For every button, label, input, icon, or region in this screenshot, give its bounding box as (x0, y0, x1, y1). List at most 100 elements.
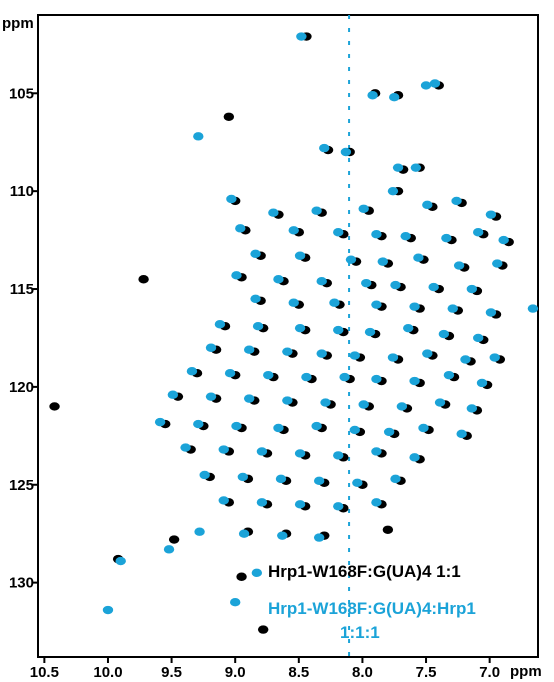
y-tick-label: 120 (9, 379, 34, 396)
peak-point (392, 163, 404, 172)
peak-point (485, 308, 497, 317)
peak-point (371, 447, 382, 456)
peak-point (168, 535, 180, 544)
peak-point (451, 196, 462, 206)
peak-point (316, 276, 327, 286)
x-tick-label: 10.5 (30, 664, 59, 681)
peak-point (102, 605, 114, 615)
peak-point (333, 325, 344, 335)
peak-point (358, 400, 369, 409)
x-tick-label: 8.0 (352, 664, 373, 681)
y-axis-ticks: 105 110 115 120 125 130 (9, 85, 38, 592)
peak-point (473, 333, 484, 343)
peak-point (230, 597, 241, 607)
peak-point (49, 402, 60, 411)
peak-point (311, 421, 322, 431)
peak-point (236, 572, 247, 581)
peak-point (383, 427, 395, 437)
peak-point (205, 392, 217, 401)
peak-point (453, 261, 465, 270)
peak-point (422, 200, 433, 210)
peak-point (294, 500, 306, 509)
peak-point (460, 355, 471, 364)
peak-point (377, 257, 388, 266)
legend-series-blue-ratio: 1:1:1 (340, 623, 380, 642)
peak-point (485, 210, 497, 219)
peak-point (413, 253, 424, 262)
peak-point (288, 298, 299, 307)
peak-point (194, 527, 205, 536)
peak-point (320, 398, 331, 407)
x-tick-label: 8.5 (288, 664, 309, 681)
peak-point (237, 472, 249, 482)
peak-point (294, 449, 306, 458)
peak-point (273, 275, 284, 284)
peak-point (382, 525, 394, 534)
peak-point (456, 429, 467, 439)
peak-point (313, 533, 325, 542)
peak-point (154, 417, 166, 427)
peak-point (352, 478, 363, 487)
peak-point (288, 226, 299, 235)
peak-point (428, 282, 439, 292)
peak-point (268, 208, 279, 217)
peak-point (163, 545, 175, 554)
peak-point (226, 194, 237, 204)
x-tick-label: 9.0 (225, 664, 246, 681)
peak-point (387, 186, 399, 196)
peak-point (294, 323, 306, 333)
peak-point (466, 284, 478, 294)
peak-point (252, 322, 264, 331)
peak-point (235, 224, 246, 233)
peak-point (438, 329, 450, 339)
peak-point (282, 396, 293, 405)
peak-point (349, 425, 360, 435)
peak-point (371, 374, 382, 384)
peak-point (349, 351, 360, 360)
peak-point (273, 423, 284, 433)
peak-point (319, 143, 330, 153)
peak-point (396, 402, 408, 411)
x-axis-unit-label: ppm (510, 663, 542, 680)
peak-point (418, 423, 429, 433)
peak-point (527, 304, 539, 313)
peak-point (301, 372, 312, 382)
peak-point (238, 529, 250, 538)
peak-point (214, 320, 226, 329)
peak-point (476, 378, 488, 388)
peak-point (193, 132, 204, 141)
peak-point (329, 298, 340, 307)
peak-point (250, 249, 261, 258)
peak-point (231, 421, 242, 431)
peak-point (333, 228, 344, 237)
peak-point (186, 367, 198, 376)
peak-point (409, 376, 420, 386)
peak-point (282, 347, 293, 356)
peak-point (296, 32, 307, 41)
peak-point (447, 304, 458, 313)
peak-point (340, 147, 352, 157)
peak-point (256, 447, 268, 456)
peak-point (371, 300, 382, 309)
y-tick-label: 115 (10, 281, 34, 298)
peak-point (473, 228, 484, 237)
peak-point (429, 79, 441, 88)
peak-point (403, 323, 414, 333)
peak-point (275, 474, 287, 484)
peak-point (339, 372, 350, 382)
peak-point (313, 476, 325, 486)
peak-point (311, 206, 322, 215)
y-tick-label: 125 (9, 477, 34, 494)
peak-point (367, 91, 378, 100)
peak-point (251, 568, 263, 578)
peak-point (345, 255, 357, 264)
peak-point (358, 204, 369, 213)
peak-point (256, 498, 268, 507)
x-axis-ticks: 10.5 10.0 9.5 9.0 8.5 8.0 7.5 7.0 (30, 657, 500, 681)
peak-point (205, 343, 217, 352)
peak-point (492, 259, 503, 268)
x-tick-label: 7.0 (479, 664, 500, 681)
peak-point (390, 280, 401, 290)
peak-point (193, 419, 204, 429)
peak-point (250, 294, 261, 304)
